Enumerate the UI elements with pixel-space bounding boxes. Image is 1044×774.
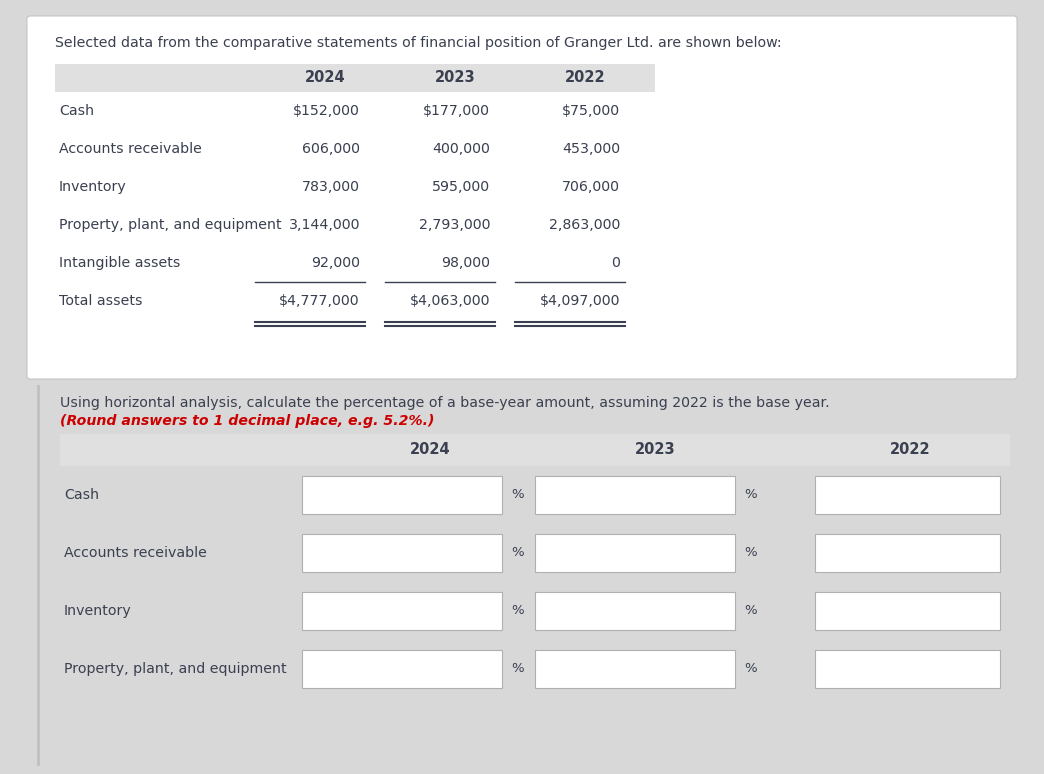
Text: 98,000: 98,000: [441, 256, 490, 270]
FancyBboxPatch shape: [815, 476, 1000, 514]
FancyBboxPatch shape: [815, 592, 1000, 630]
FancyBboxPatch shape: [302, 534, 502, 572]
Text: 400,000: 400,000: [432, 142, 490, 156]
Text: 595,000: 595,000: [432, 180, 490, 194]
FancyBboxPatch shape: [302, 592, 502, 630]
Text: Accounts receivable: Accounts receivable: [60, 142, 201, 156]
Text: %: %: [511, 663, 524, 676]
Text: Total assets: Total assets: [60, 294, 142, 308]
FancyBboxPatch shape: [535, 592, 735, 630]
Text: 2022: 2022: [565, 70, 606, 85]
Text: %: %: [511, 546, 524, 560]
Text: %: %: [744, 488, 757, 502]
Text: 2024: 2024: [409, 443, 450, 457]
FancyBboxPatch shape: [815, 534, 1000, 572]
Text: %: %: [511, 604, 524, 618]
FancyBboxPatch shape: [55, 64, 655, 92]
FancyBboxPatch shape: [302, 650, 502, 688]
Text: $177,000: $177,000: [423, 104, 490, 118]
Text: $75,000: $75,000: [562, 104, 620, 118]
Text: Cash: Cash: [60, 104, 94, 118]
Text: 2023: 2023: [434, 70, 475, 85]
Text: $4,063,000: $4,063,000: [409, 294, 490, 308]
Text: $4,777,000: $4,777,000: [280, 294, 360, 308]
Text: 783,000: 783,000: [302, 180, 360, 194]
Text: $4,097,000: $4,097,000: [540, 294, 620, 308]
Text: Accounts receivable: Accounts receivable: [64, 546, 207, 560]
Text: 0: 0: [611, 256, 620, 270]
Text: 453,000: 453,000: [562, 142, 620, 156]
Text: Selected data from the comparative statements of financial position of Granger L: Selected data from the comparative state…: [55, 36, 782, 50]
FancyBboxPatch shape: [27, 16, 1017, 379]
Text: 2024: 2024: [305, 70, 346, 85]
Text: 92,000: 92,000: [311, 256, 360, 270]
FancyBboxPatch shape: [302, 476, 502, 514]
Text: 3,144,000: 3,144,000: [288, 218, 360, 232]
Text: $152,000: $152,000: [293, 104, 360, 118]
Text: 2,863,000: 2,863,000: [549, 218, 620, 232]
FancyBboxPatch shape: [535, 476, 735, 514]
FancyBboxPatch shape: [60, 434, 1010, 466]
FancyBboxPatch shape: [815, 650, 1000, 688]
Text: 706,000: 706,000: [562, 180, 620, 194]
Text: Inventory: Inventory: [64, 604, 132, 618]
Text: 2023: 2023: [635, 443, 675, 457]
Text: %: %: [744, 604, 757, 618]
Text: Using horizontal analysis, calculate the percentage of a base-year amount, assum: Using horizontal analysis, calculate the…: [60, 396, 830, 410]
Text: %: %: [511, 488, 524, 502]
Text: Property, plant, and equipment: Property, plant, and equipment: [64, 662, 287, 676]
Text: 2,793,000: 2,793,000: [419, 218, 490, 232]
Text: Cash: Cash: [64, 488, 99, 502]
Text: %: %: [744, 546, 757, 560]
Text: 2022: 2022: [889, 443, 930, 457]
FancyBboxPatch shape: [535, 534, 735, 572]
FancyBboxPatch shape: [535, 650, 735, 688]
Text: Intangible assets: Intangible assets: [60, 256, 181, 270]
Text: Inventory: Inventory: [60, 180, 126, 194]
Text: 606,000: 606,000: [302, 142, 360, 156]
Text: (Round answers to 1 decimal place, e.g. 5.2%.): (Round answers to 1 decimal place, e.g. …: [60, 414, 434, 428]
Text: Property, plant, and equipment: Property, plant, and equipment: [60, 218, 282, 232]
Text: %: %: [744, 663, 757, 676]
